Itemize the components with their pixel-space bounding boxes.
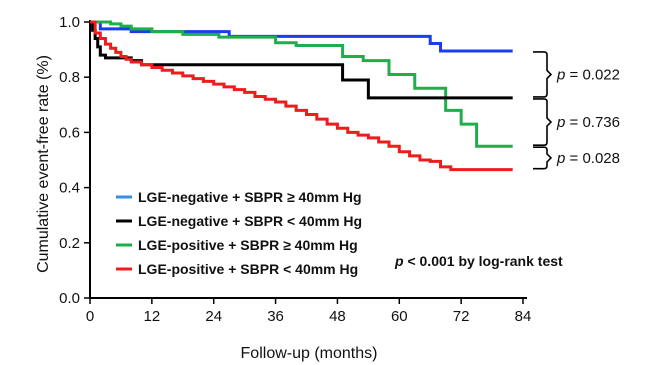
legend-label-1: LGE-negative + SBPR ≥ 40mm Hg <box>138 189 362 205</box>
x-tick-label: 24 <box>205 308 222 325</box>
p-bracket-2 <box>533 98 553 146</box>
legend: LGE-negative + SBPR ≥ 40mm Hg LGE-negativ… <box>116 189 362 277</box>
series-line-4 <box>90 20 513 172</box>
legend-label-4: LGE-positive + SBPR < 40mm Hg <box>138 261 358 277</box>
x-tick-label: 0 <box>86 308 94 325</box>
ticks: 0 12 24 36 48 60 72 84 0.0 0.2 0.4 0.6 0.8 1.0 <box>59 14 531 325</box>
x-tick-label: 72 <box>453 308 470 325</box>
log-rank-annotation: p < 0.001 by log-rank test <box>394 253 563 269</box>
p-value-brackets: p = 0.022 p = 0.736 p = 0.028 <box>533 51 620 170</box>
x-axis-label: Follow-up (months) <box>241 345 378 362</box>
x-tick-label: 12 <box>144 308 161 325</box>
y-tick-label: 0.4 <box>59 180 80 197</box>
p-value-label-3: p = 0.028 <box>556 150 620 167</box>
series-lines <box>90 20 513 172</box>
x-tick-label: 84 <box>515 308 532 325</box>
y-tick-label: 0.8 <box>59 69 80 86</box>
y-tick-label: 0.0 <box>59 290 80 307</box>
y-tick-label: 0.6 <box>59 124 80 141</box>
x-tick-label: 48 <box>329 308 346 325</box>
p-bracket-1 <box>533 51 553 98</box>
x-tick-label: 36 <box>267 308 284 325</box>
p-bracket-3 <box>533 146 553 170</box>
y-tick-label: 0.2 <box>59 235 80 252</box>
legend-label-3: LGE-positive + SBPR ≥ 40mm Hg <box>138 237 358 253</box>
series-line-1 <box>90 20 513 53</box>
legend-label-2: LGE-negative + SBPR < 40mm Hg <box>138 213 362 229</box>
y-axis-label: Cumulative event-free rate (%) <box>35 55 52 273</box>
p-value-label-2: p = 0.736 <box>556 114 620 131</box>
series-line-2 <box>90 20 513 100</box>
y-tick-label: 1.0 <box>59 14 80 31</box>
series-line-3 <box>90 20 513 148</box>
axes <box>89 20 527 299</box>
p-value-label-1: p = 0.022 <box>556 66 620 83</box>
x-tick-label: 60 <box>391 308 408 325</box>
